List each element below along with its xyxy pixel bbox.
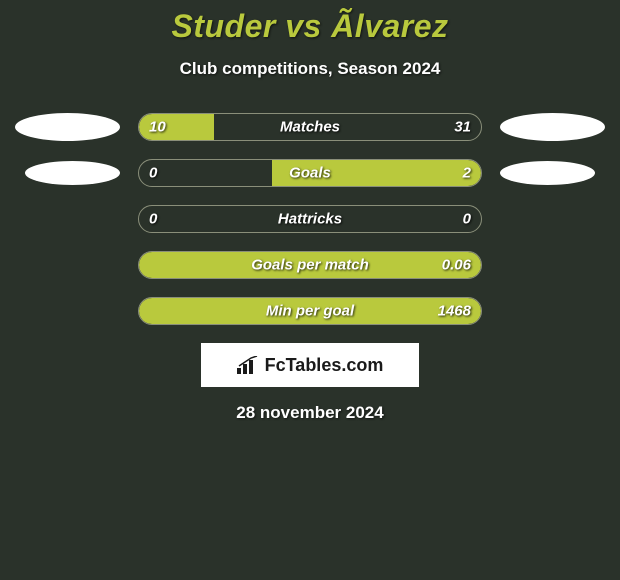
stat-right-value: 0 (463, 211, 471, 228)
stat-row: Min per goal 1468 (0, 297, 620, 325)
stat-right-value: 31 (454, 119, 471, 136)
stat-row: 0 Goals 2 (0, 159, 620, 187)
stats-rows: 10 Matches 31 0 Goals 2 0 Hatt (0, 113, 620, 325)
stat-left-value: 0 (149, 165, 157, 182)
marker-spacer (500, 297, 605, 325)
player-left-marker (15, 113, 120, 141)
marker-spacer (15, 251, 120, 279)
stat-bar: Min per goal 1468 (138, 297, 482, 325)
stat-label: Matches (280, 119, 340, 136)
chart-icon (237, 356, 259, 374)
player-right-marker (500, 161, 595, 185)
logo-text: FcTables.com (265, 355, 384, 376)
marker-spacer (500, 251, 605, 279)
stat-right-value: 0.06 (442, 257, 471, 274)
stat-label: Goals (289, 165, 331, 182)
stat-right-value: 2 (463, 165, 471, 182)
marker-spacer (15, 205, 120, 233)
stat-label: Min per goal (266, 303, 354, 320)
marker-spacer (500, 205, 605, 233)
stat-bar: Goals per match 0.06 (138, 251, 482, 279)
stat-row: 10 Matches 31 (0, 113, 620, 141)
stat-left-value: 10 (149, 119, 166, 136)
player-left-marker (25, 161, 120, 185)
marker-spacer (15, 297, 120, 325)
stat-row: Goals per match 0.06 (0, 251, 620, 279)
stat-bar: 10 Matches 31 (138, 113, 482, 141)
date-line: 28 november 2024 (0, 403, 620, 423)
page-title: Studer vs Ãlvarez (0, 8, 620, 45)
stat-right-value: 1468 (438, 303, 471, 320)
source-logo: FcTables.com (201, 343, 419, 387)
stat-bar: 0 Hattricks 0 (138, 205, 482, 233)
stat-label: Hattricks (278, 211, 342, 228)
player-right-marker (500, 113, 605, 141)
stat-row: 0 Hattricks 0 (0, 205, 620, 233)
stat-left-value: 0 (149, 211, 157, 228)
page-subtitle: Club competitions, Season 2024 (0, 59, 620, 79)
logo-inner: FcTables.com (237, 355, 384, 376)
stat-label: Goals per match (251, 257, 369, 274)
stat-bar: 0 Goals 2 (138, 159, 482, 187)
comparison-card: Studer vs Ãlvarez Club competitions, Sea… (0, 0, 620, 423)
